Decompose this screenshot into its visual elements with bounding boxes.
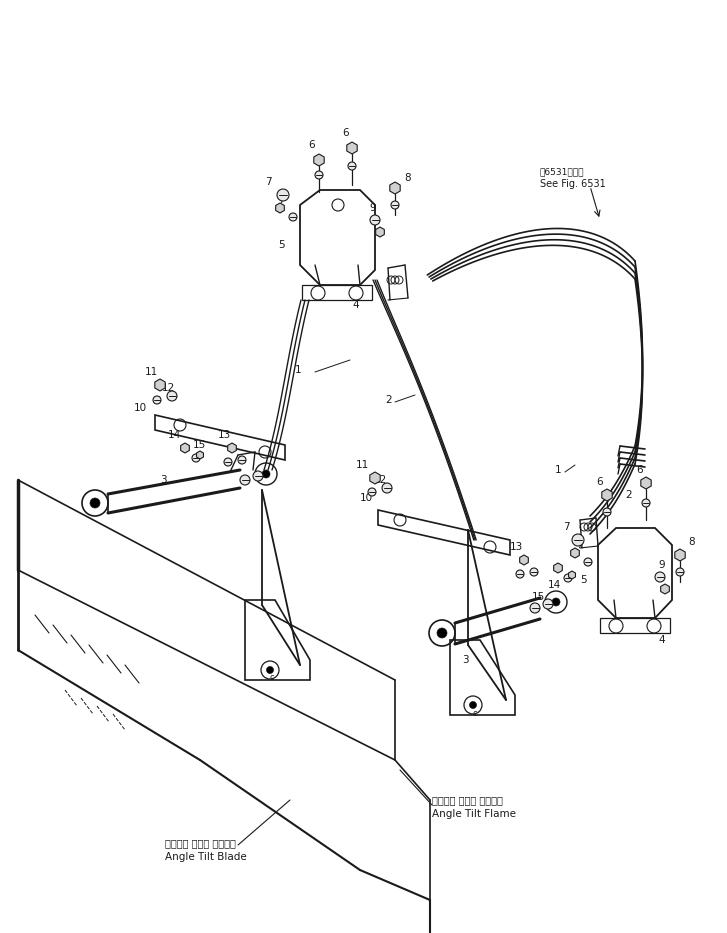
Polygon shape [554,563,562,573]
Circle shape [572,534,584,546]
Text: 13: 13 [218,430,231,440]
Text: 5: 5 [278,240,285,250]
Circle shape [238,456,246,464]
Circle shape [437,628,447,638]
Polygon shape [675,549,685,561]
Text: 7: 7 [278,195,285,205]
Circle shape [642,499,650,507]
Circle shape [315,171,323,179]
Text: 9: 9 [369,203,376,213]
Polygon shape [181,443,189,453]
Circle shape [382,483,392,493]
Circle shape [253,471,263,481]
Polygon shape [640,477,651,489]
Text: 11: 11 [356,460,369,470]
Circle shape [370,215,380,225]
Polygon shape [314,154,324,166]
Text: 12: 12 [374,475,387,485]
Circle shape [267,666,273,674]
Text: 1: 1 [295,365,302,375]
Text: 6: 6 [636,465,643,475]
Text: 第6531図参照: 第6531図参照 [540,168,585,176]
Circle shape [530,603,540,613]
Text: 6: 6 [342,128,349,138]
Text: Angle Tilt Blade: Angle Tilt Blade [165,852,246,862]
Polygon shape [196,451,204,459]
Text: 2: 2 [385,395,392,405]
Polygon shape [569,571,576,579]
Polygon shape [571,548,579,558]
Text: 2: 2 [625,490,632,500]
Text: See Fig. 6531: See Fig. 6531 [540,179,606,189]
Polygon shape [661,584,670,594]
Text: 5: 5 [580,575,587,585]
Circle shape [543,599,553,609]
Circle shape [277,189,289,201]
Text: 7: 7 [265,177,272,187]
Circle shape [564,574,572,582]
Circle shape [224,458,232,466]
Text: アングル チルト フレーム: アングル チルト フレーム [432,795,503,805]
Circle shape [368,488,376,496]
Circle shape [676,568,684,576]
Text: 14: 14 [168,430,181,440]
Circle shape [262,470,270,478]
Text: 6: 6 [308,140,315,150]
Text: 10: 10 [134,403,147,413]
Polygon shape [276,203,284,213]
Text: 9: 9 [658,560,664,570]
Polygon shape [155,379,165,391]
Text: 13: 13 [510,542,523,552]
Text: 10: 10 [360,493,373,503]
Circle shape [603,508,611,516]
Text: 7: 7 [563,522,570,532]
Text: 12: 12 [162,383,175,393]
Circle shape [192,454,200,462]
Polygon shape [602,489,612,501]
Circle shape [348,162,356,170]
Text: Angle Tilt Flame: Angle Tilt Flame [432,809,516,819]
Circle shape [655,572,665,582]
Polygon shape [390,182,400,194]
Circle shape [90,498,100,508]
Polygon shape [376,227,385,237]
Text: 15: 15 [193,440,206,450]
Circle shape [584,558,592,566]
Text: 8: 8 [404,173,411,183]
Text: 4: 4 [352,300,358,310]
Circle shape [470,702,476,708]
Polygon shape [520,555,529,565]
Text: 3: 3 [462,655,469,665]
Circle shape [167,391,177,401]
Text: 14: 14 [548,580,561,590]
Polygon shape [370,472,380,484]
Circle shape [240,475,250,485]
Text: 6: 6 [596,477,603,487]
Circle shape [153,396,161,404]
Text: 1: 1 [555,465,562,475]
Text: c: c [473,708,478,717]
Circle shape [289,213,297,221]
Circle shape [391,201,399,209]
Text: 7: 7 [576,540,582,550]
Text: 15: 15 [532,592,545,602]
Text: c: c [270,674,274,683]
Circle shape [530,568,538,576]
Circle shape [552,598,560,606]
Text: 3: 3 [160,475,166,485]
Text: 8: 8 [688,537,694,547]
Polygon shape [228,443,236,453]
Text: 11: 11 [145,367,158,377]
Circle shape [516,570,524,578]
Text: 4: 4 [658,635,664,645]
Polygon shape [347,142,357,154]
Text: アングル チルト ブレード: アングル チルト ブレード [165,838,236,848]
